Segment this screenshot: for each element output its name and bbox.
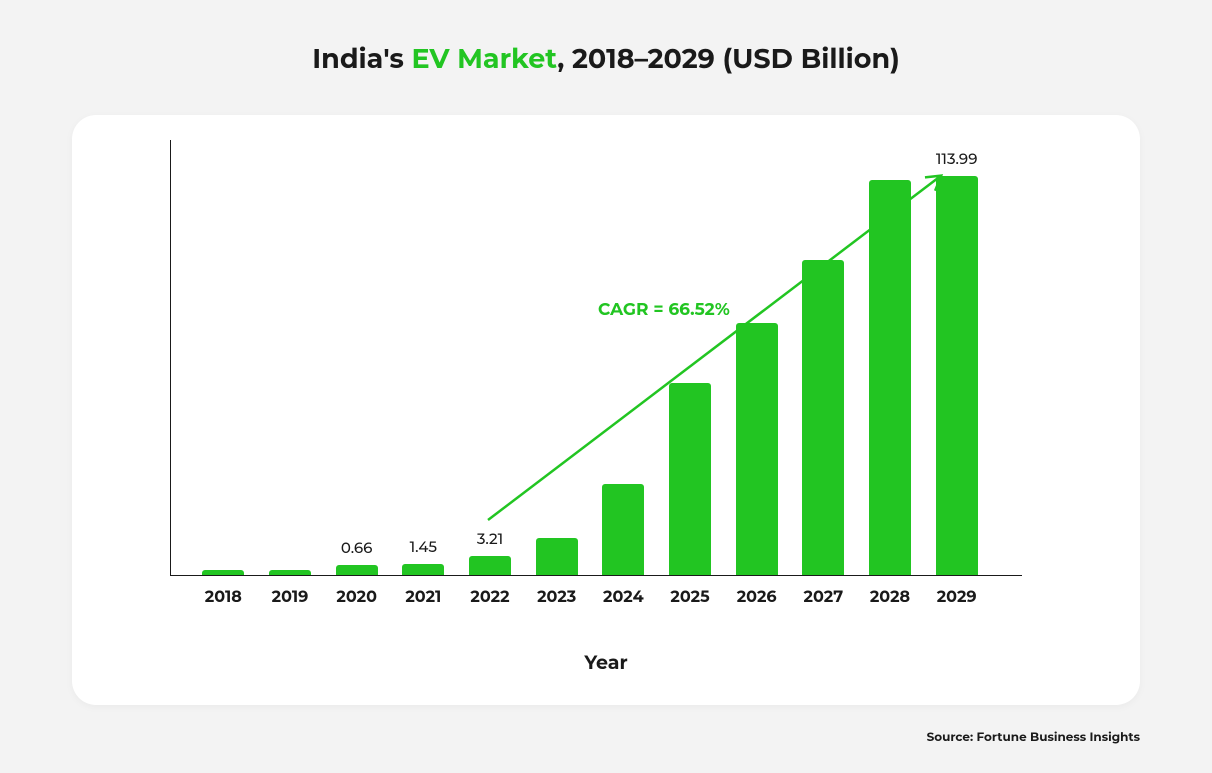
title-suffix: , 2018–2029 (USD Billion) <box>557 42 900 75</box>
bar-category-label: 2026 <box>737 588 777 607</box>
bar-value-label: 0.66 <box>341 538 373 557</box>
title-prefix: India's <box>312 42 411 75</box>
source-attribution: Source: Fortune Business Insights <box>927 730 1140 745</box>
bar-category-label: 2019 <box>272 588 309 607</box>
bar <box>269 570 311 575</box>
bar <box>469 556 511 575</box>
bar <box>402 564 444 575</box>
bar-plot-area: 201820190.6620201.4520213.21202220232024… <box>190 155 990 575</box>
bar-category-label: 2028 <box>870 588 910 607</box>
title-accent: EV Market <box>412 42 558 75</box>
bar <box>869 180 911 576</box>
chart-page: India's EV Market, 2018–2029 (USD Billio… <box>0 0 1212 773</box>
bar <box>802 260 844 575</box>
bar <box>669 383 711 576</box>
bar-value-label: 113.99 <box>936 149 978 168</box>
bar-category-label: 2024 <box>603 588 644 607</box>
bar-category-label: 2021 <box>405 588 441 607</box>
bar-category-label: 2027 <box>804 588 844 607</box>
y-axis-line <box>170 140 171 576</box>
x-axis-label: Year <box>584 651 627 674</box>
bar <box>936 176 978 575</box>
chart-title: India's EV Market, 2018–2029 (USD Billio… <box>0 0 1212 75</box>
x-axis-line <box>170 575 1022 576</box>
bar-category-label: 2029 <box>937 588 977 607</box>
bar-category-label: 2025 <box>670 588 709 607</box>
bar-category-label: 2020 <box>336 588 377 607</box>
bar-category-label: 2023 <box>537 588 576 607</box>
bar-value-label: 1.45 <box>410 537 437 556</box>
bar-category-label: 2018 <box>205 588 242 607</box>
bar <box>336 565 378 575</box>
bar <box>736 323 778 575</box>
bar-value-label: 3.21 <box>477 529 503 548</box>
bar <box>602 484 644 575</box>
bar-category-label: 2022 <box>470 588 509 607</box>
bar <box>202 570 244 575</box>
bar <box>536 538 578 575</box>
